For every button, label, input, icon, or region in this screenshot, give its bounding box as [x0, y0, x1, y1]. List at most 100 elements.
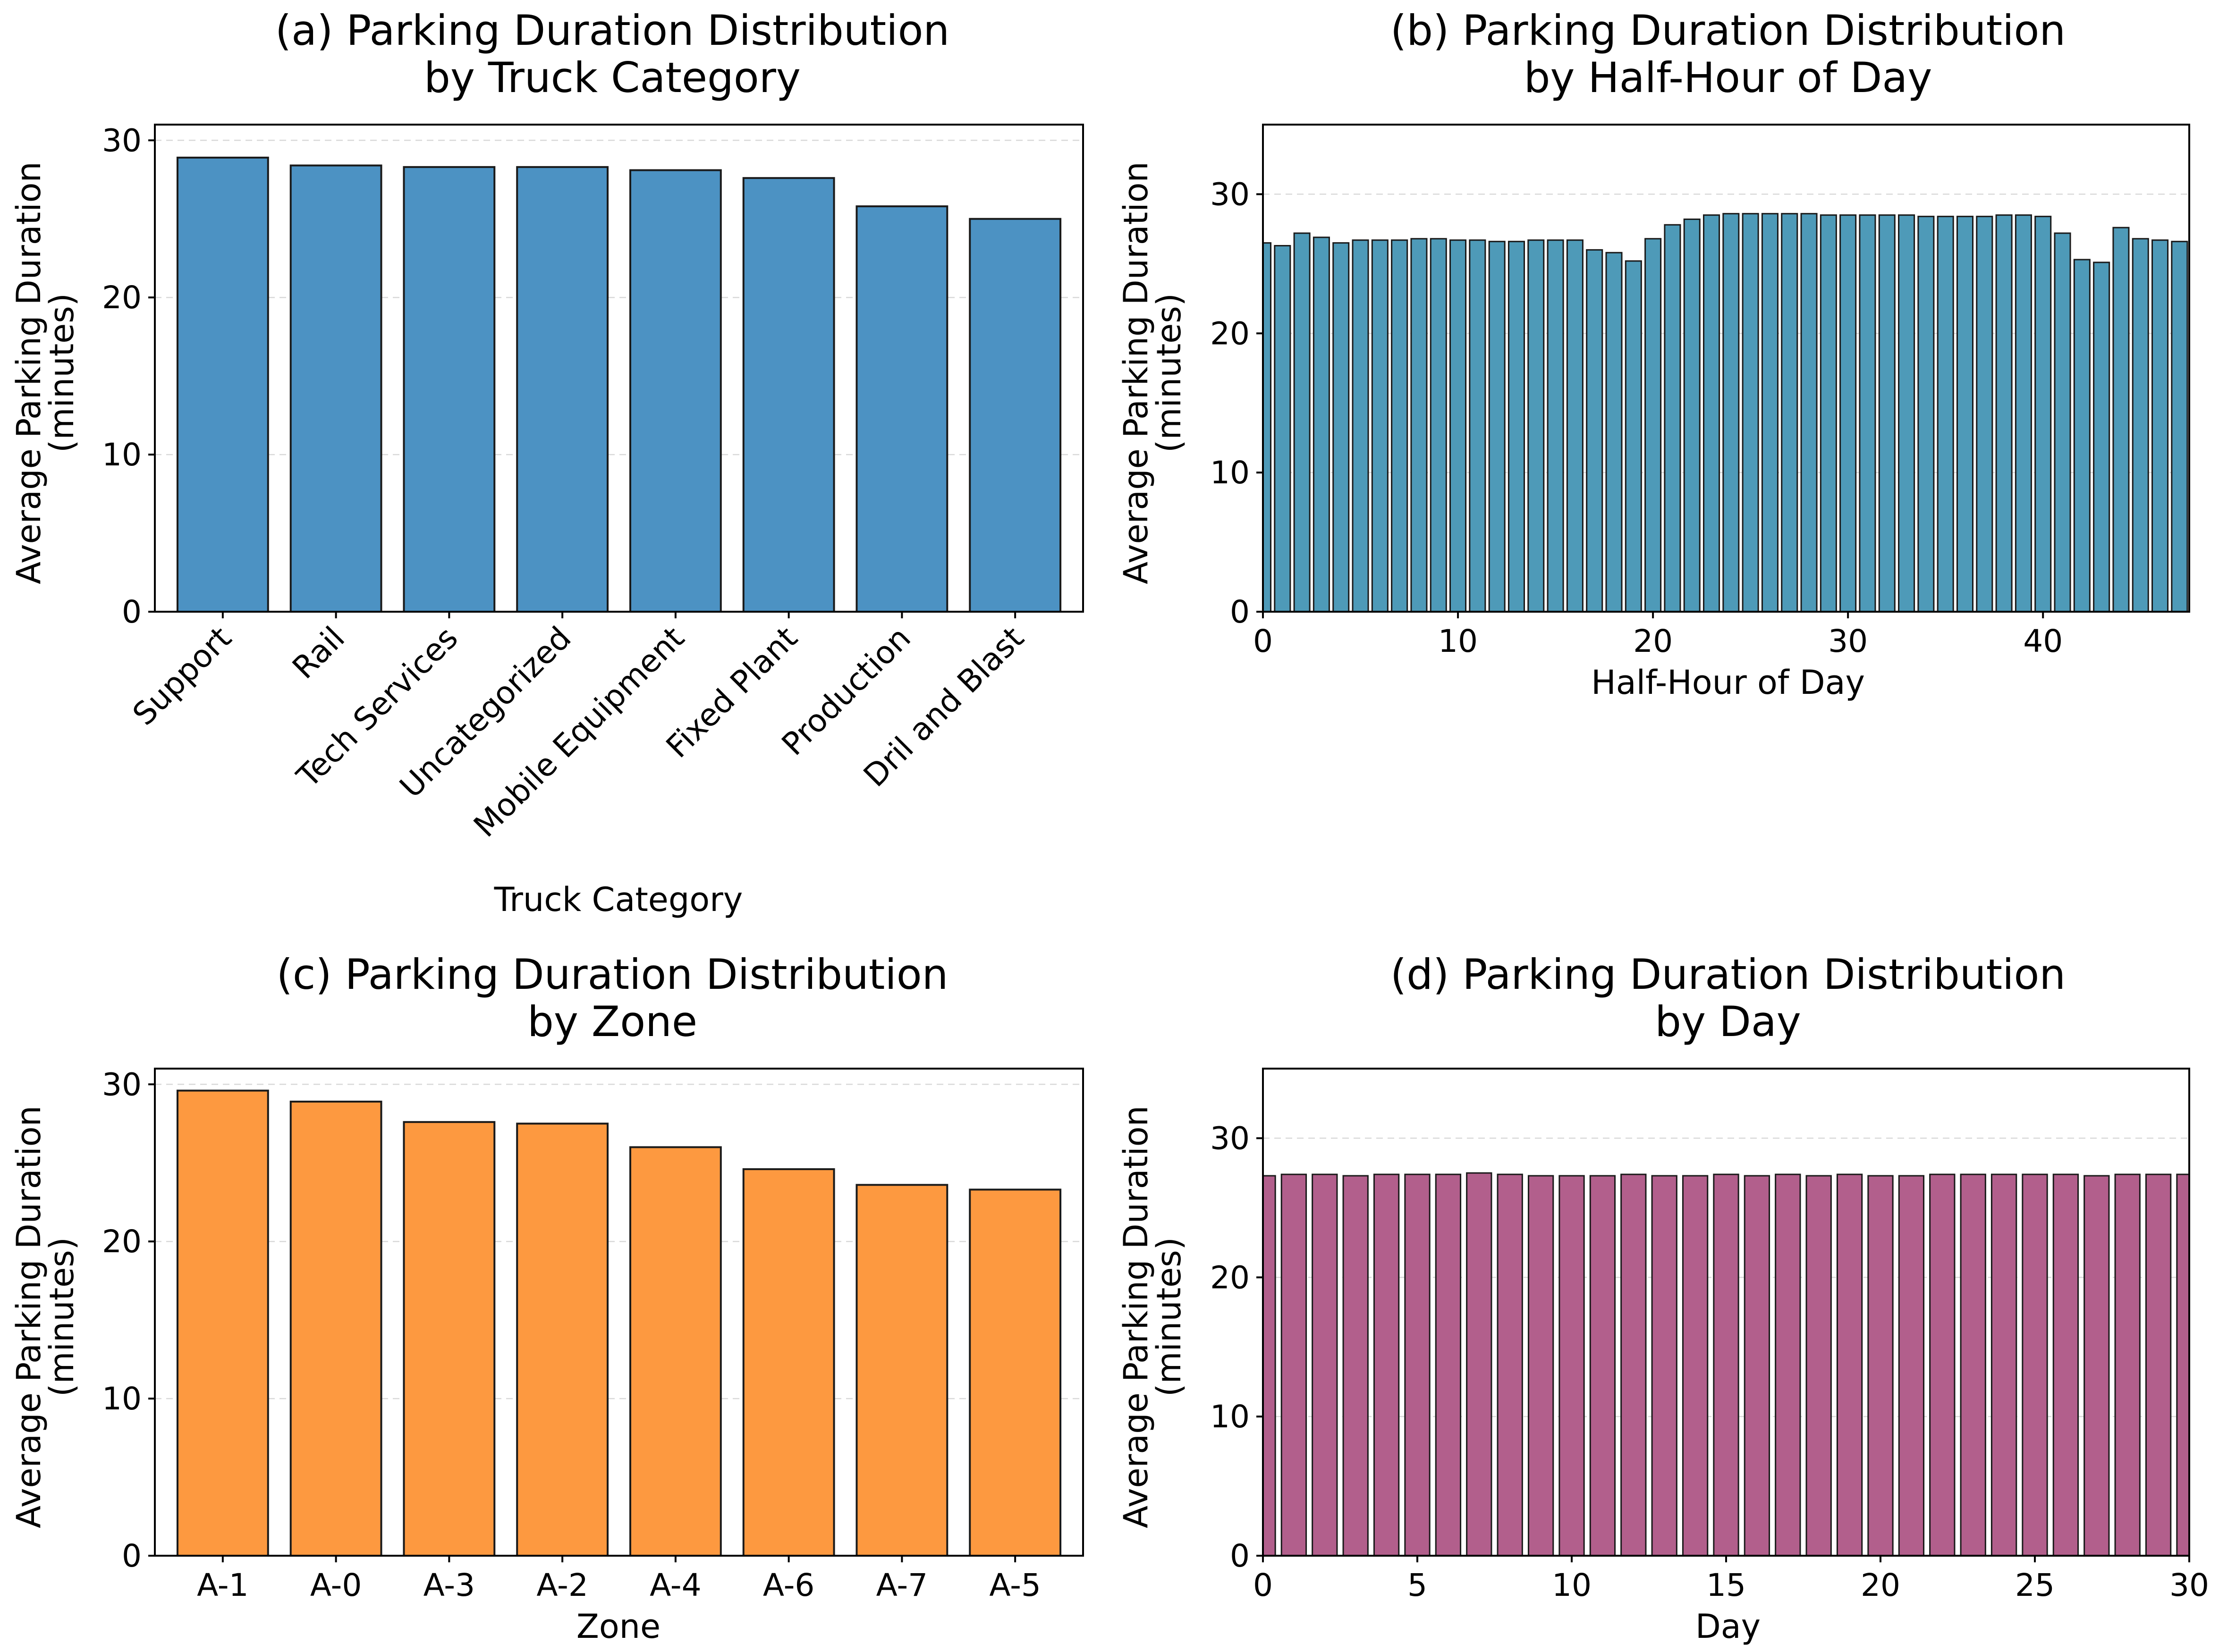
- panel-b-bar-9: [1430, 238, 1447, 612]
- panel-b-ytick-label: 30: [1210, 176, 1250, 212]
- panel-a-bar-3: [516, 166, 609, 613]
- panel-b-bar-25: [1742, 213, 1759, 612]
- panel-b-bar-0: [1263, 242, 1272, 612]
- panel-b-bar-47: [2171, 241, 2188, 612]
- panel-d-xtick-label: 5: [1407, 1567, 1427, 1603]
- panel-c: (c) Parking Duration Distribution by Zon…: [9, 950, 1084, 1646]
- panel-d-xtick-label: 25: [2015, 1567, 2055, 1603]
- panel-b-bar-3: [1313, 236, 1330, 612]
- panel-c-axes-frame: [154, 1068, 1084, 1557]
- panel-d-bar-22: [1929, 1173, 1956, 1556]
- panel-d-bar-15: [1713, 1173, 1739, 1556]
- panel-d-xlabel: Day: [1695, 1607, 1761, 1646]
- panel-c-ylabel-line2: (minutes): [42, 1237, 81, 1397]
- panel-b-xtick-label: 30: [1828, 623, 1868, 659]
- panel-b-bar-20: [1644, 238, 1662, 612]
- panel-b-bar-42: [2073, 259, 2091, 612]
- panel-b-xlabel: Half-Hour of Day: [1591, 663, 1865, 702]
- panel-a-title-line2: by Truck Category: [424, 53, 801, 102]
- panel-c-xtick-label: A-5: [989, 1567, 1041, 1603]
- panel-b-bar-31: [1859, 214, 1876, 612]
- panel-d-bar-18: [1805, 1175, 1832, 1556]
- panel-b-bar-16: [1566, 239, 1584, 612]
- panel-d-ylabel-line2: (minutes): [1150, 1237, 1188, 1397]
- panel-b-bar-19: [1625, 260, 1642, 612]
- panel-b-ylabel-line2: (minutes): [1150, 293, 1188, 453]
- panel-b-ytick-label: 10: [1210, 455, 1250, 491]
- panel-d-bar-28: [2114, 1173, 2141, 1556]
- panel-a-ylabel-line1: Average Parking Duration: [9, 161, 48, 584]
- panel-a-bar-5: [742, 177, 835, 613]
- panel-b-bar-28: [1800, 213, 1818, 612]
- panel-d-xtick-label: 30: [2169, 1567, 2209, 1603]
- panel-c-ytick-label: 20: [102, 1223, 142, 1260]
- panel-b-bar-7: [1391, 239, 1408, 612]
- panel-b-title-line1: (b) Parking Duration Distribution: [1390, 6, 2066, 55]
- panel-d-bar-8: [1497, 1173, 1523, 1556]
- panel-c-xtick-label: A-6: [763, 1567, 815, 1603]
- panel-b-bar-6: [1371, 239, 1389, 612]
- panel-d-ytick-label: 0: [1230, 1538, 1250, 1574]
- panel-c-ytick-label: 10: [102, 1381, 142, 1417]
- panel-b-bar-15: [1547, 239, 1564, 612]
- panel-c-title-line2: by Zone: [527, 997, 697, 1046]
- panel-b-bar-32: [1878, 214, 1896, 612]
- panel-c-xtick-label: A-7: [876, 1567, 928, 1603]
- panel-d-bar-27: [2083, 1175, 2110, 1556]
- panel-d-ytick-label: 10: [1210, 1399, 1250, 1435]
- panel-c-xtick-label: A-1: [197, 1567, 249, 1603]
- panel-c-bar-0: [176, 1089, 269, 1557]
- panel-d-bar-13: [1651, 1175, 1677, 1556]
- panel-d-title-line2: by Day: [1655, 997, 1801, 1046]
- panel-b-bar-8: [1410, 238, 1428, 612]
- panel-d-bar-0: [1263, 1175, 1276, 1556]
- panel-c-xlabel: Zone: [576, 1607, 661, 1646]
- panel-b-bar-44: [2112, 227, 2130, 612]
- panel-c-bar-4: [629, 1146, 722, 1557]
- panel-b-bar-36: [1956, 216, 1974, 612]
- panel-d-xtick-label: 15: [1706, 1567, 1746, 1603]
- panel-b-bar-33: [1898, 214, 1915, 612]
- panel-d-bar-23: [1960, 1173, 1986, 1556]
- panel-d-bar-21: [1898, 1175, 1925, 1556]
- panel-b-bar-2: [1293, 232, 1311, 612]
- panel-b-title-line2: by Half-Hour of Day: [1524, 53, 1932, 102]
- panel-b-bar-37: [1976, 216, 1993, 612]
- panel-a-bar-6: [855, 205, 949, 613]
- panel-d-bar-7: [1466, 1172, 1492, 1556]
- panel-b: (b) Parking Duration Distribution by Hal…: [1117, 6, 2190, 702]
- panel-b-bar-43: [2093, 261, 2110, 612]
- panel-a-bar-7: [969, 218, 1062, 613]
- panel-c-ytick-label: 30: [102, 1066, 142, 1103]
- panel-b-bar-41: [2054, 232, 2071, 612]
- panel-a-bar-4: [629, 169, 722, 613]
- panel-d-bar-25: [2022, 1173, 2048, 1556]
- panel-b-bar-38: [1995, 214, 2013, 612]
- panel-a-ylabel-line2: (minutes): [42, 293, 81, 453]
- panel-d-title-line1: (d) Parking Duration Distribution: [1390, 950, 2066, 999]
- panel-b-bar-26: [1761, 213, 1779, 612]
- panel-b-xtick-label: 20: [1633, 623, 1673, 659]
- panel-b-bar-4: [1332, 242, 1350, 612]
- panel-c-xtick-label: A-4: [650, 1567, 702, 1603]
- panel-b-bar-23: [1702, 214, 1720, 612]
- panel-b-bar-45: [2132, 238, 2149, 612]
- panel-b-bar-12: [1488, 241, 1506, 612]
- panel-b-bar-5: [1352, 239, 1369, 612]
- panel-d-bar-5: [1404, 1173, 1431, 1556]
- panel-c-bar-5: [742, 1168, 835, 1557]
- panel-d-axes-frame: [1262, 1068, 2190, 1557]
- panel-b-bar-11: [1469, 239, 1486, 612]
- panel-b-bar-29: [1820, 214, 1837, 612]
- panel-c-xtick-label: A-3: [423, 1567, 475, 1603]
- panel-b-bar-22: [1683, 219, 1701, 612]
- panel-d-bar-2: [1312, 1173, 1338, 1556]
- panel-d-bar-4: [1373, 1173, 1400, 1556]
- panel-d-bar-26: [2052, 1173, 2079, 1556]
- panel-b-ytick-label: 20: [1210, 315, 1250, 352]
- panel-d-bar-17: [1775, 1173, 1801, 1556]
- panel-a-title-line1: (a) Parking Duration Distribution: [275, 6, 949, 55]
- panel-c-xtick-label: A-0: [310, 1567, 362, 1603]
- panel-b-bar-39: [2015, 214, 2032, 612]
- panel-a-bar-1: [289, 164, 382, 613]
